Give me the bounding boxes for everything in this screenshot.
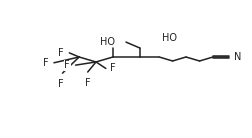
Text: HO: HO (100, 37, 115, 47)
Text: HO: HO (162, 33, 177, 43)
Text: F: F (85, 78, 90, 88)
Text: F: F (110, 63, 116, 73)
Text: F: F (43, 58, 48, 68)
Text: N: N (234, 52, 241, 62)
Text: F: F (58, 48, 64, 58)
Text: F: F (65, 60, 70, 70)
Text: F: F (58, 79, 64, 89)
